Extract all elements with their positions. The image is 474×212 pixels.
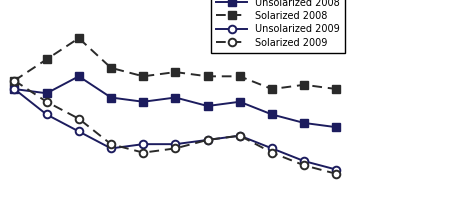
Legend: Unsolarized 2008, Solarized 2008, Unsolarized 2009, Solarized 2009: Unsolarized 2008, Solarized 2008, Unsola…	[211, 0, 345, 53]
